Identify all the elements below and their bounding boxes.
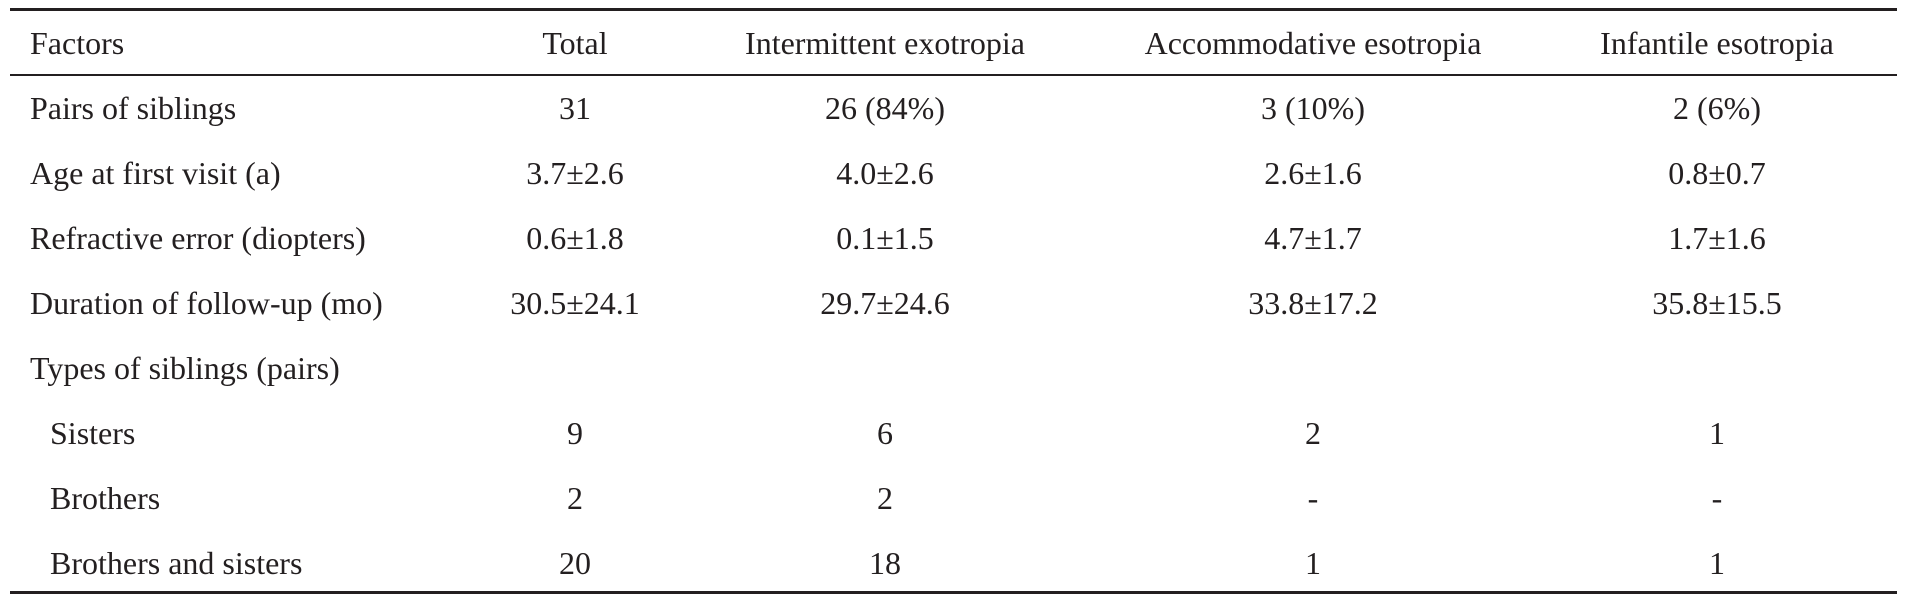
header-cell: Infantile esotropia bbox=[1600, 25, 1834, 61]
cell: 4.7±1.7 bbox=[1264, 220, 1362, 256]
cell: 6 bbox=[877, 415, 893, 451]
cell: 35.8±15.5 bbox=[1652, 285, 1782, 321]
row-label: Sisters bbox=[50, 415, 136, 451]
row-label: Brothers and sisters bbox=[50, 545, 303, 581]
cell: 30.5±24.1 bbox=[510, 285, 640, 321]
cell: 2 bbox=[567, 480, 583, 516]
row-label: Duration of follow-up (mo) bbox=[30, 285, 383, 321]
cell: 0.6±1.8 bbox=[526, 220, 624, 256]
cell: 31 bbox=[559, 90, 591, 126]
top-rule bbox=[10, 8, 1897, 11]
cell: 2 (6%) bbox=[1673, 90, 1761, 126]
row-label: Age at first visit (a) bbox=[30, 155, 281, 191]
cell: 4.0±2.6 bbox=[836, 155, 934, 191]
cell: 18 bbox=[869, 545, 901, 581]
cell: 0.1±1.5 bbox=[836, 220, 934, 256]
cell: 0.8±0.7 bbox=[1668, 155, 1766, 191]
cell: 9 bbox=[567, 415, 583, 451]
cell: 29.7±24.6 bbox=[820, 285, 950, 321]
row-label: Pairs of siblings bbox=[30, 90, 237, 126]
cell: 2 bbox=[1305, 415, 1321, 451]
cell: 2 bbox=[877, 480, 893, 516]
header-cell: Total bbox=[542, 25, 608, 61]
cell: 1.7±1.6 bbox=[1668, 220, 1766, 256]
row-label: Types of siblings (pairs) bbox=[30, 350, 340, 386]
cell: 20 bbox=[559, 545, 591, 581]
row-label: Brothers bbox=[50, 480, 161, 516]
cell: 1 bbox=[1305, 545, 1321, 581]
header-cell: Intermittent exotropia bbox=[745, 25, 1025, 61]
cell: 33.8±17.2 bbox=[1248, 285, 1378, 321]
bottom-rule bbox=[10, 591, 1897, 594]
cell: 1 bbox=[1709, 415, 1725, 451]
header-cell: Accommodative esotropia bbox=[1144, 25, 1482, 61]
header-rule bbox=[10, 74, 1897, 76]
cell: - bbox=[1307, 480, 1319, 516]
cell: 2.6±1.6 bbox=[1264, 155, 1362, 191]
header-cell: Factors bbox=[30, 25, 125, 61]
row-label: Refractive error (diopters) bbox=[30, 220, 366, 256]
cell: 3.7±2.6 bbox=[526, 155, 624, 191]
cell: 1 bbox=[1709, 545, 1725, 581]
cell: 26 (84%) bbox=[825, 90, 945, 126]
cell: - bbox=[1711, 480, 1723, 516]
cell: 3 (10%) bbox=[1261, 90, 1365, 126]
